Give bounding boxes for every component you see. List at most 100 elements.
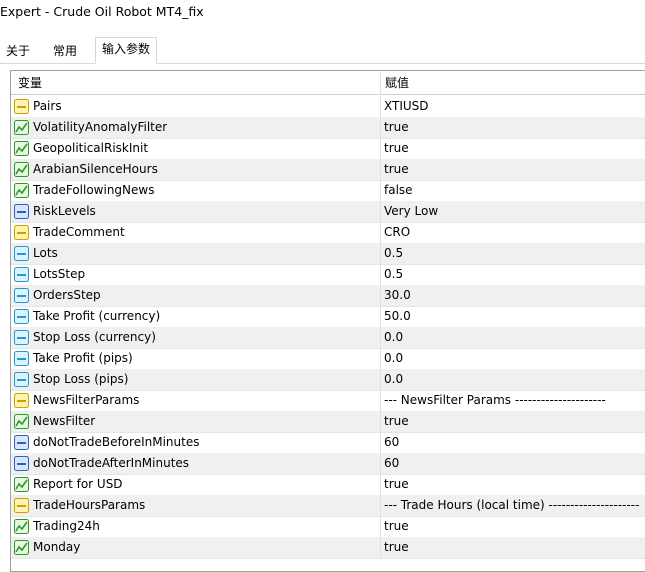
parameter-value[interactable]: --- Trade Hours (local time) -----------… <box>384 498 640 512</box>
table-row[interactable]: TradeComment CRO <box>11 222 645 244</box>
table-row[interactable]: GeopoliticalRiskInit true <box>11 138 645 160</box>
parameter-name: Stop Loss (pips) <box>33 372 129 386</box>
parameter-name: Lots <box>33 246 58 260</box>
table-row[interactable]: Take Profit (pips) 0.0 <box>11 348 645 370</box>
parameter-value[interactable]: 60 <box>384 435 400 449</box>
parameter-value[interactable]: 0.5 <box>384 267 404 281</box>
type-icon <box>14 99 29 114</box>
table-row[interactable]: Report for USD true <box>11 474 645 496</box>
parameter-value[interactable]: 0.0 <box>384 372 404 386</box>
column-separator <box>380 73 381 94</box>
parameter-name: Monday <box>33 540 81 554</box>
parameter-name: TradeHoursParams <box>33 498 146 512</box>
parameter-name: RiskLevels <box>33 204 96 218</box>
parameter-value[interactable]: CRO <box>384 225 411 239</box>
type-icon <box>14 330 29 345</box>
table-row[interactable]: TradeHoursParams --- Trade Hours (local t… <box>11 495 645 517</box>
column-separator <box>380 306 381 327</box>
table-row[interactable]: LotsStep 0.5 <box>11 264 645 286</box>
parameter-value[interactable]: true <box>384 120 409 134</box>
table-row[interactable]: Monday true <box>11 537 645 559</box>
table-row[interactable]: Lots 0.5 <box>11 243 645 265</box>
parameter-name: NewsFilter <box>33 414 96 428</box>
parameter-name: Pairs <box>33 99 62 113</box>
parameter-value[interactable]: 60 <box>384 456 400 470</box>
type-icon <box>14 120 29 135</box>
column-separator <box>380 243 381 264</box>
parameter-name: doNotTradeBeforeInMinutes <box>33 435 200 449</box>
header-cell[interactable]: 变量 <box>18 76 43 90</box>
parameter-name: VolatilityAnomalyFilter <box>33 120 168 134</box>
column-separator <box>380 537 381 558</box>
column-separator <box>380 180 381 201</box>
table-row[interactable]: Trading24h true <box>11 516 645 538</box>
parameter-value[interactable]: true <box>384 540 409 554</box>
parameter-name: Stop Loss (currency) <box>33 330 156 344</box>
parameter-name: Report for USD <box>33 477 123 491</box>
table-row[interactable]: Take Profit (currency) 50.0 <box>11 306 645 328</box>
column-separator <box>380 432 381 453</box>
parameter-value[interactable]: 30.0 <box>384 288 411 302</box>
table-row[interactable]: Stop Loss (pips) 0.0 <box>11 369 645 391</box>
type-icon <box>14 288 29 303</box>
table-row[interactable]: NewsFilter true <box>11 411 645 433</box>
column-separator <box>380 96 381 117</box>
window-title: Expert - Crude Oil Robot MT4_fix <box>0 4 204 19</box>
parameter-value[interactable]: true <box>384 519 409 533</box>
table-row[interactable]: VolatilityAnomalyFilter true <box>11 117 645 139</box>
column-separator <box>380 138 381 159</box>
parameter-name: NewsFilterParams <box>33 393 140 407</box>
table-row[interactable]: OrdersStep 30.0 <box>11 285 645 307</box>
parameter-value[interactable]: true <box>384 414 409 428</box>
column-separator <box>380 201 381 222</box>
header-row: 变量 赋值 <box>11 73 645 95</box>
parameter-value[interactable]: XTIUSD <box>384 99 429 113</box>
column-separator <box>380 390 381 411</box>
table-row[interactable]: doNotTradeBeforeInMinutes 60 <box>11 432 645 454</box>
parameter-name: Take Profit (currency) <box>33 309 161 323</box>
table-row[interactable]: doNotTradeAfterInMinutes 60 <box>11 453 645 475</box>
tab[interactable]: 常用 <box>53 44 78 58</box>
parameter-value[interactable]: 50.0 <box>384 309 411 323</box>
column-separator <box>380 516 381 537</box>
parameter-value[interactable]: 0.0 <box>384 351 404 365</box>
parameter-value[interactable]: 0.5 <box>384 246 404 260</box>
table-row[interactable]: TradeFollowingNews false <box>11 180 645 202</box>
column-separator <box>380 348 381 369</box>
parameter-value[interactable]: true <box>384 141 409 155</box>
parameter-value[interactable]: false <box>384 183 413 197</box>
column-separator <box>380 117 381 138</box>
tab[interactable]: 输入参数 <box>95 37 158 64</box>
column-separator <box>380 264 381 285</box>
parameter-value[interactable]: true <box>384 477 409 491</box>
column-separator <box>380 474 381 495</box>
column-separator <box>380 285 381 306</box>
type-icon <box>14 414 29 429</box>
parameter-table: 变量 赋值 Pairs XTIUSD VolatilityAnomalyFilter tr… <box>10 70 645 572</box>
column-separator <box>380 327 381 348</box>
parameter-name: Take Profit (pips) <box>33 351 133 365</box>
type-icon <box>14 267 29 282</box>
parameter-name: TradeFollowingNews <box>33 183 155 197</box>
type-icon <box>14 435 29 450</box>
parameter-value[interactable]: --- NewsFilter Params ------------------… <box>384 393 606 407</box>
parameter-value[interactable]: Very Low <box>384 204 439 218</box>
tab[interactable]: 关于 <box>6 44 31 58</box>
type-icon <box>14 204 29 219</box>
type-icon <box>14 351 29 366</box>
column-separator <box>380 159 381 180</box>
table-row[interactable]: Pairs XTIUSD <box>11 96 645 118</box>
parameter-name: doNotTradeAfterInMinutes <box>33 456 190 470</box>
column-separator <box>380 222 381 243</box>
table-row[interactable]: Stop Loss (currency) 0.0 <box>11 327 645 349</box>
table-row[interactable]: RiskLevels Very Low <box>11 201 645 223</box>
header-cell[interactable]: 赋值 <box>385 76 410 90</box>
type-icon <box>14 519 29 534</box>
parameter-name: OrdersStep <box>33 288 101 302</box>
type-icon <box>14 372 29 387</box>
parameter-value[interactable]: true <box>384 162 409 176</box>
table-row[interactable]: NewsFilterParams --- NewsFilter Params --… <box>11 390 645 412</box>
table-row[interactable]: ArabianSilenceHours true <box>11 159 645 181</box>
parameter-value[interactable]: 0.0 <box>384 330 404 344</box>
type-icon <box>14 540 29 555</box>
